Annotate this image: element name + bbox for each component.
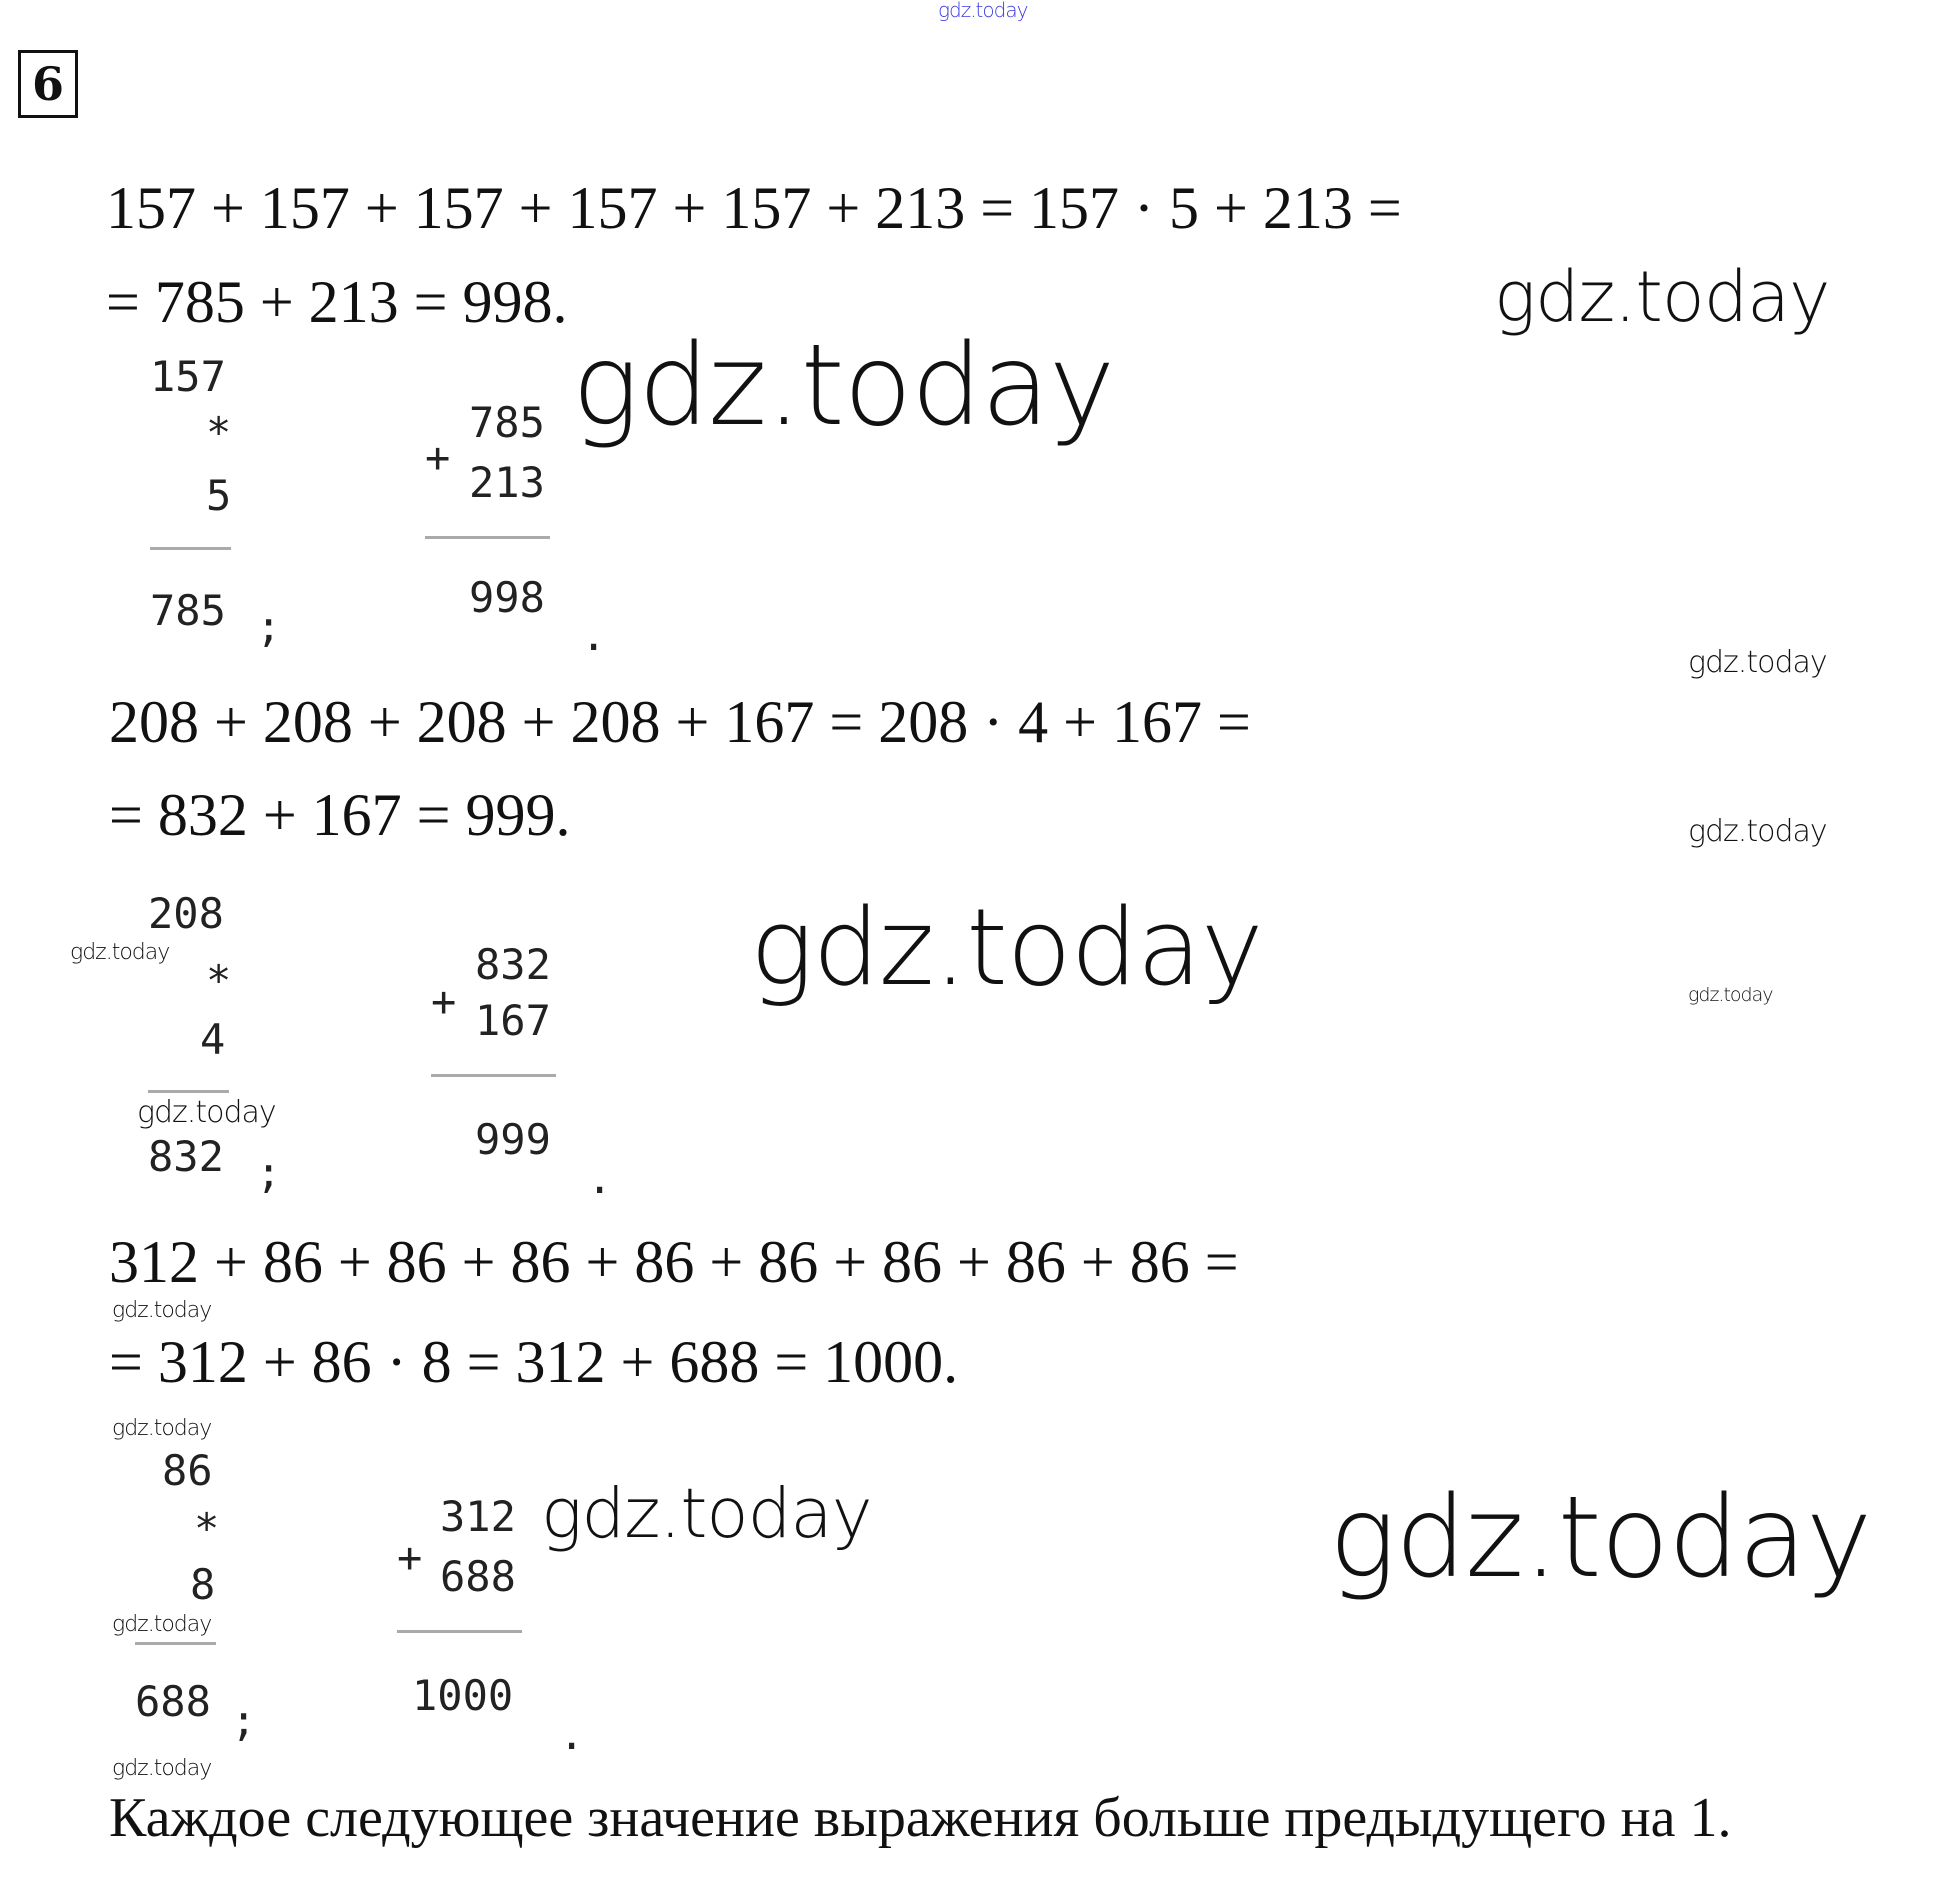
add1-operator: + xyxy=(425,433,451,482)
add1-a: 785 xyxy=(469,398,545,447)
add3-result: 1000 xyxy=(412,1671,514,1720)
mul2-operator: * xyxy=(206,956,232,1005)
mul1-end: ; xyxy=(256,602,282,651)
watermark: gdz.today xyxy=(70,940,170,965)
watermark: gdz.today xyxy=(137,1095,277,1130)
add2-b: 167 xyxy=(475,996,551,1045)
watermark: gdz.today xyxy=(1688,645,1828,680)
mul3-multiplier: 8 xyxy=(190,1560,216,1609)
watermark-top: gdz.today xyxy=(938,0,1028,22)
equation-line-5: 312 + 86 + 86 + 86 + 86 + 86 + 86 + 86 +… xyxy=(109,1229,1239,1295)
add1-rule xyxy=(425,536,550,539)
mul2-multiplicand: 208 xyxy=(148,889,224,938)
mul2-rule xyxy=(148,1090,229,1093)
mul1-rule xyxy=(150,547,231,550)
mul2-multiplier: 4 xyxy=(200,1015,226,1064)
equation-line-3: 208 + 208 + 208 + 208 + 167 = 208 · 4 + … xyxy=(109,689,1251,755)
add3-a: 312 xyxy=(440,1492,516,1541)
add2-rule xyxy=(431,1074,556,1077)
watermark: gdz.today xyxy=(112,1612,212,1637)
add3-operator: + xyxy=(397,1533,423,1582)
mul3-result: 688 xyxy=(135,1677,211,1726)
equation-line-6: = 312 + 86 · 8 = 312 + 688 = 1000. xyxy=(109,1329,959,1395)
add2-result: 999 xyxy=(475,1115,551,1164)
watermark: gdz.today xyxy=(112,1756,212,1781)
mul2-end: ; xyxy=(256,1148,282,1197)
add2-a: 832 xyxy=(475,940,551,989)
mul1-result: 785 xyxy=(150,586,226,635)
mul1-multiplier: 5 xyxy=(206,471,232,520)
mul1-multiplicand: 157 xyxy=(150,352,226,401)
task-number: 6 xyxy=(18,50,78,118)
watermark: gdz.today xyxy=(1688,814,1828,849)
conclusion-text: Каждое следующее значение выражения боль… xyxy=(109,1787,1732,1849)
equation-line-1: 157 + 157 + 157 + 157 + 157 + 213 = 157 … xyxy=(106,175,1402,241)
mul2-result: 832 xyxy=(148,1132,224,1181)
equation-line-2: = 785 + 213 = 998. xyxy=(106,269,568,335)
watermark: gdz.today xyxy=(1688,984,1773,1006)
watermark: gdz.today xyxy=(572,321,1115,451)
watermark: gdz.today xyxy=(1329,1473,1872,1603)
watermark: gdz.today xyxy=(1494,256,1830,338)
watermark: gdz.today xyxy=(112,1298,212,1323)
mul3-end: ; xyxy=(231,1696,257,1745)
mul3-rule xyxy=(135,1642,216,1645)
watermark: gdz.today xyxy=(112,1416,212,1441)
mul1-operator: * xyxy=(206,408,232,457)
add1-end: . xyxy=(581,611,607,660)
add1-b: 213 xyxy=(469,458,545,507)
equation-line-4: = 832 + 167 = 999. xyxy=(109,782,571,848)
add3-end: . xyxy=(559,1710,585,1759)
mul3-multiplicand: 86 xyxy=(162,1446,213,1495)
add3-rule xyxy=(397,1630,522,1633)
add2-end: . xyxy=(587,1154,613,1203)
watermark: gdz.today xyxy=(750,886,1264,1009)
add2-operator: + xyxy=(431,977,457,1026)
mul3-operator: * xyxy=(194,1504,220,1553)
watermark: gdz.today xyxy=(541,1474,873,1554)
add1-result: 998 xyxy=(469,573,545,622)
add3-b: 688 xyxy=(440,1552,516,1601)
